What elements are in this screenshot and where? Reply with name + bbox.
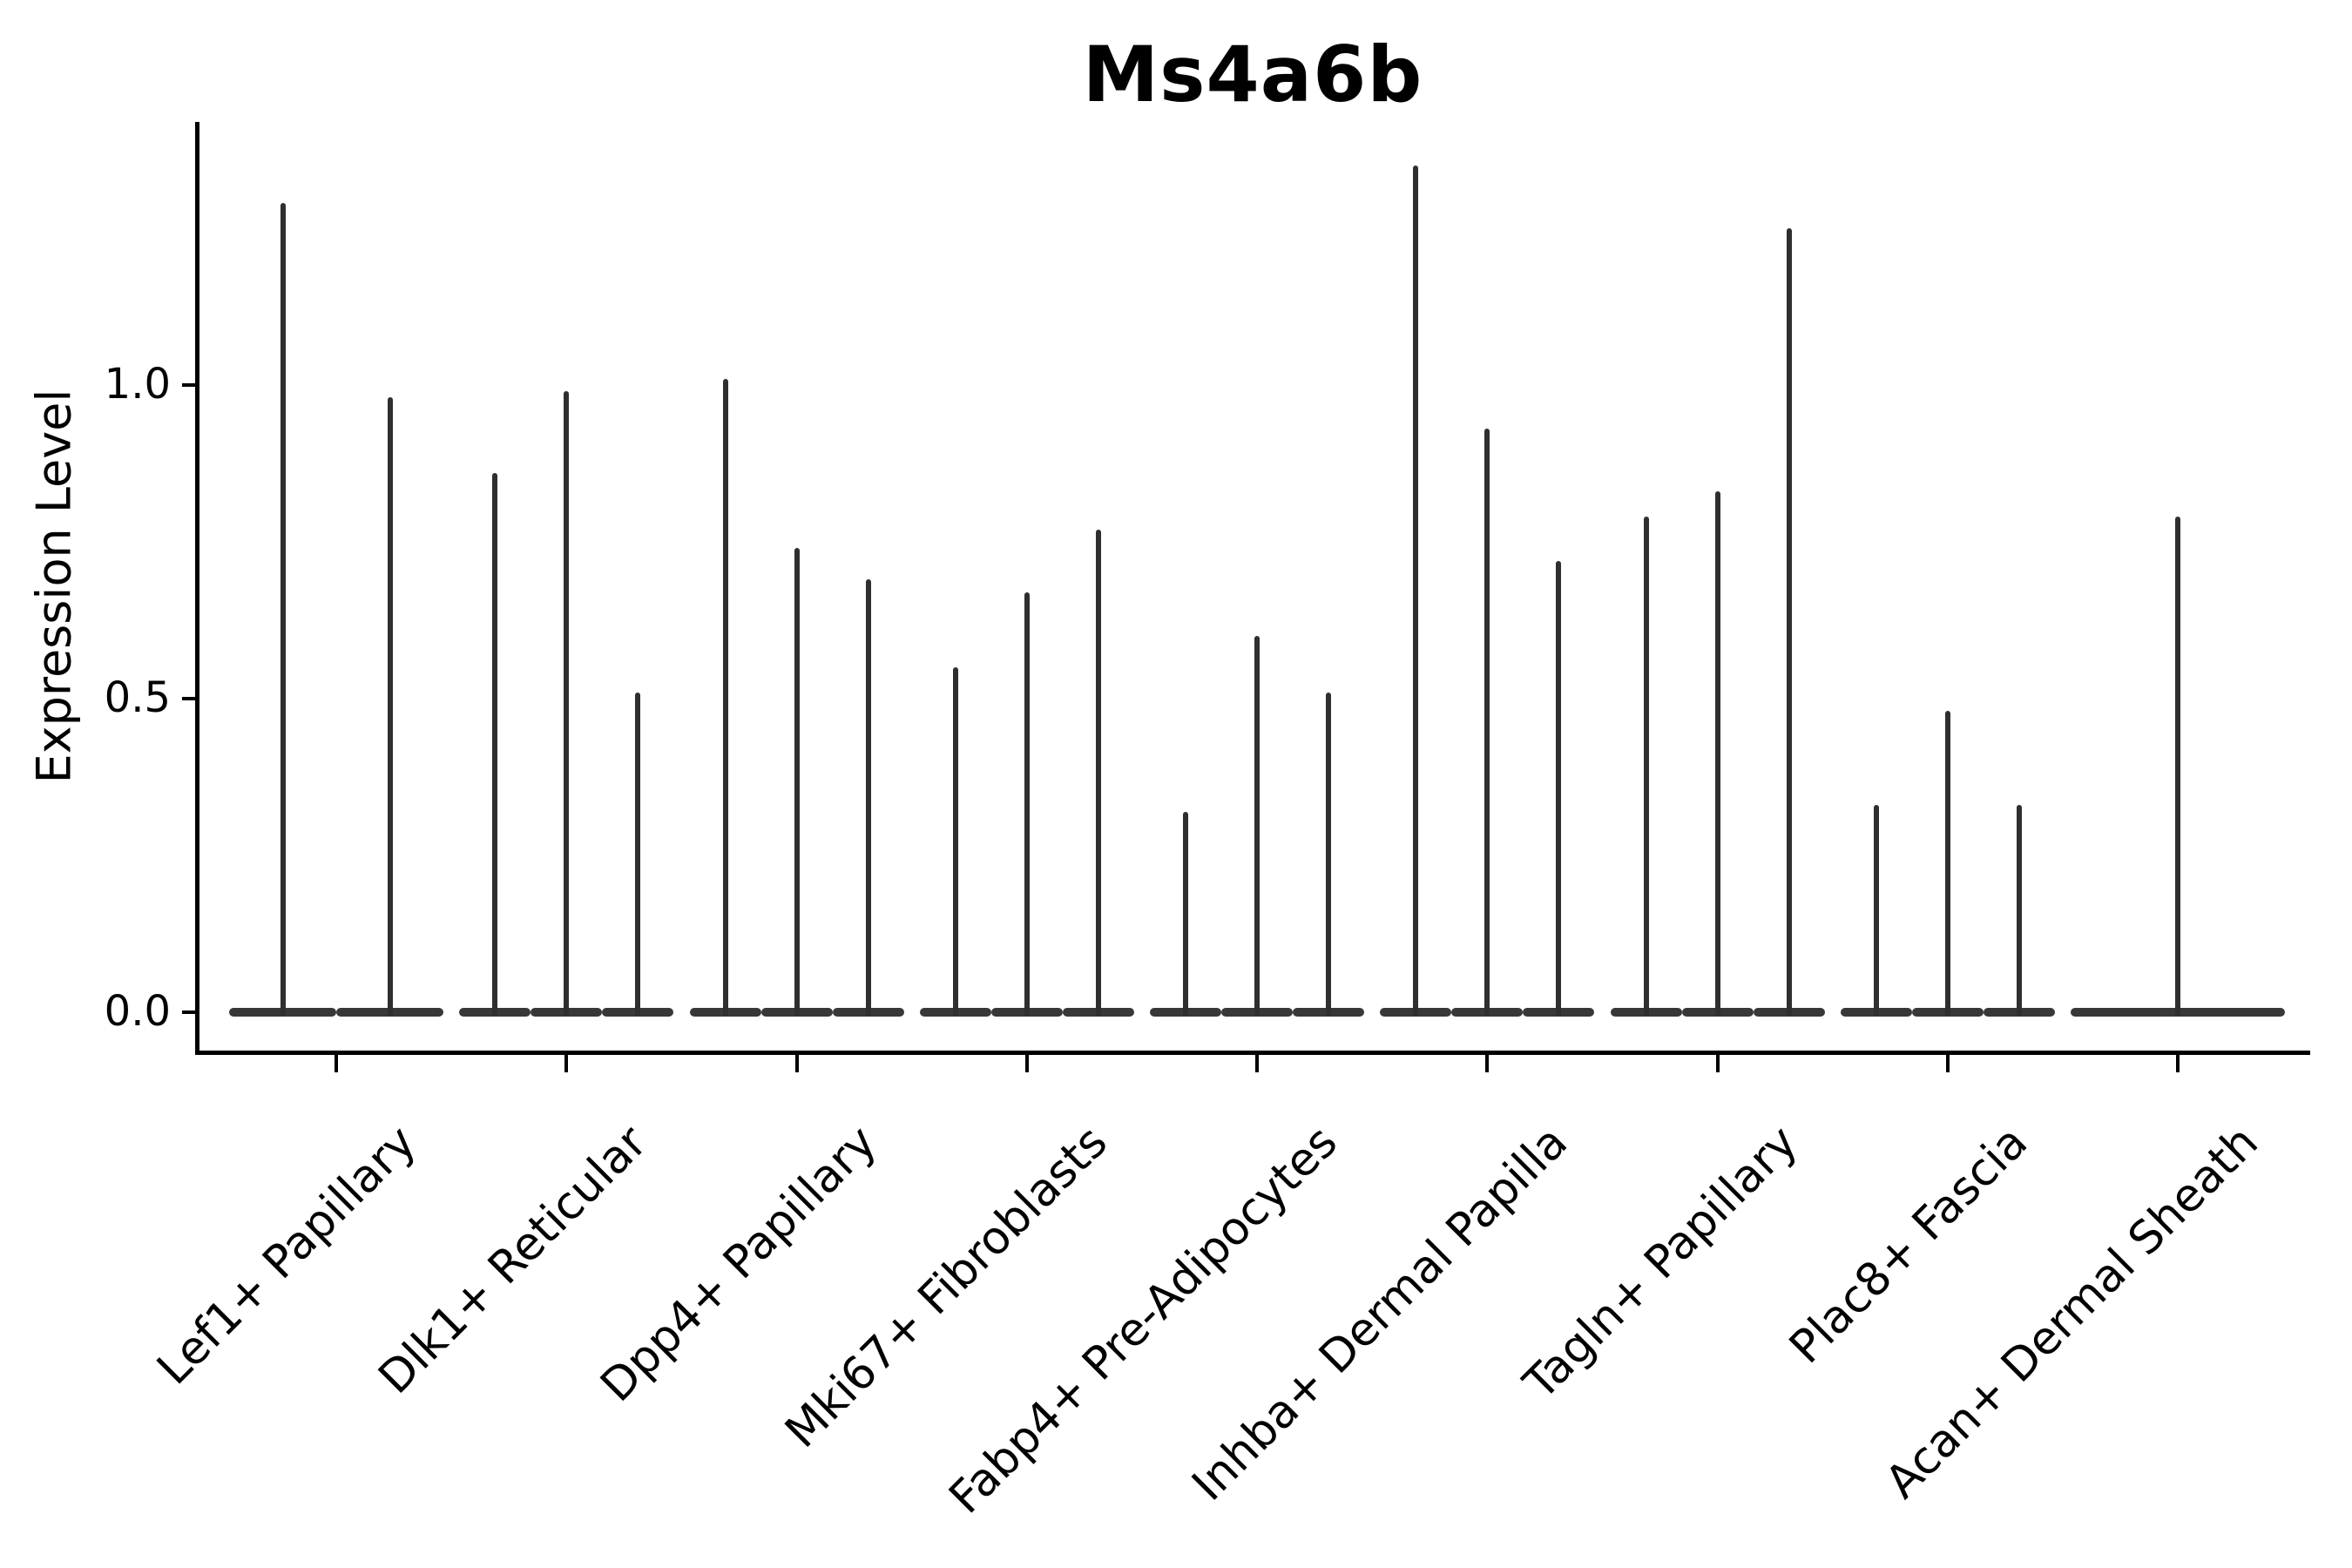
violin-spike bbox=[952, 667, 958, 1016]
y-tick bbox=[182, 697, 195, 700]
bottom-spine bbox=[195, 1051, 2310, 1055]
x-tick bbox=[1485, 1055, 1490, 1072]
plot-title: Ms4a6b bbox=[1082, 30, 1423, 119]
x-tick-label: Plac8+ Fascia bbox=[1780, 1116, 2038, 1375]
violin-spike bbox=[1944, 711, 1950, 1016]
violin-spike bbox=[387, 397, 393, 1016]
x-tick bbox=[1024, 1055, 1029, 1072]
violin-spike bbox=[2016, 805, 2022, 1016]
y-tick bbox=[182, 383, 195, 387]
violin-spike bbox=[865, 579, 871, 1016]
violin-spike bbox=[794, 548, 800, 1016]
x-tick-label: Lef1+ Papillary bbox=[147, 1116, 427, 1396]
x-tick-label: Inhba+ Dermal Papilla bbox=[1182, 1116, 1578, 1511]
y-tick-label: 1.0 bbox=[104, 360, 171, 409]
violin-spike bbox=[1484, 429, 1490, 1016]
violin-spike bbox=[1714, 491, 1720, 1016]
violin-spike bbox=[1095, 530, 1101, 1016]
x-tick bbox=[1945, 1055, 1950, 1072]
violin-spike bbox=[1183, 812, 1188, 1016]
violin-spike bbox=[1786, 228, 1792, 1016]
violin-spike bbox=[2175, 517, 2180, 1016]
x-tick bbox=[1255, 1055, 1259, 1072]
x-tick bbox=[1715, 1055, 1720, 1072]
violin-spike bbox=[1326, 693, 1331, 1016]
violin-spike bbox=[1643, 517, 1649, 1016]
y-tick-label: 0.5 bbox=[104, 673, 171, 722]
violin-spike bbox=[635, 693, 641, 1016]
violin-spike bbox=[280, 203, 286, 1016]
violin-spike bbox=[1873, 805, 1879, 1016]
violin-spike bbox=[492, 473, 498, 1016]
x-tick bbox=[564, 1055, 569, 1072]
y-axis-label: Expression Level bbox=[26, 389, 82, 784]
violin-spike bbox=[722, 379, 728, 1016]
violin-spike bbox=[564, 391, 570, 1016]
y-tick bbox=[182, 1010, 195, 1014]
x-tick bbox=[794, 1055, 799, 1072]
x-tick-label: Acan+ Dermal Sheath bbox=[1875, 1116, 2268, 1509]
left-spine bbox=[195, 122, 199, 1055]
violin-spike bbox=[1024, 592, 1030, 1016]
x-tick bbox=[335, 1055, 338, 1072]
violin-spike bbox=[1413, 166, 1419, 1016]
x-tick bbox=[2176, 1055, 2180, 1072]
violin-spike bbox=[1556, 561, 1562, 1016]
y-tick-label: 0.0 bbox=[104, 987, 171, 1036]
violin-spike bbox=[1254, 636, 1260, 1016]
x-tick-label: Fabp4+ Pre-Adipocytes bbox=[939, 1116, 1348, 1524]
